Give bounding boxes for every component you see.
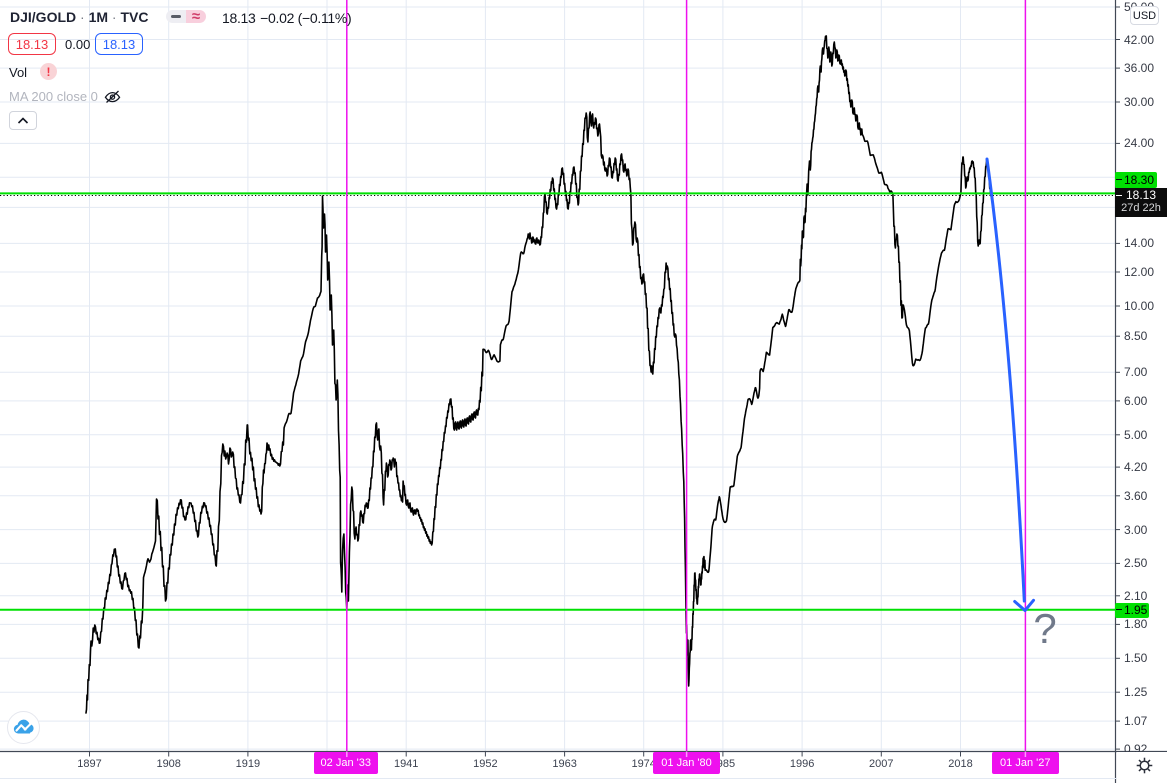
- svg-text:?: ?: [1033, 605, 1056, 652]
